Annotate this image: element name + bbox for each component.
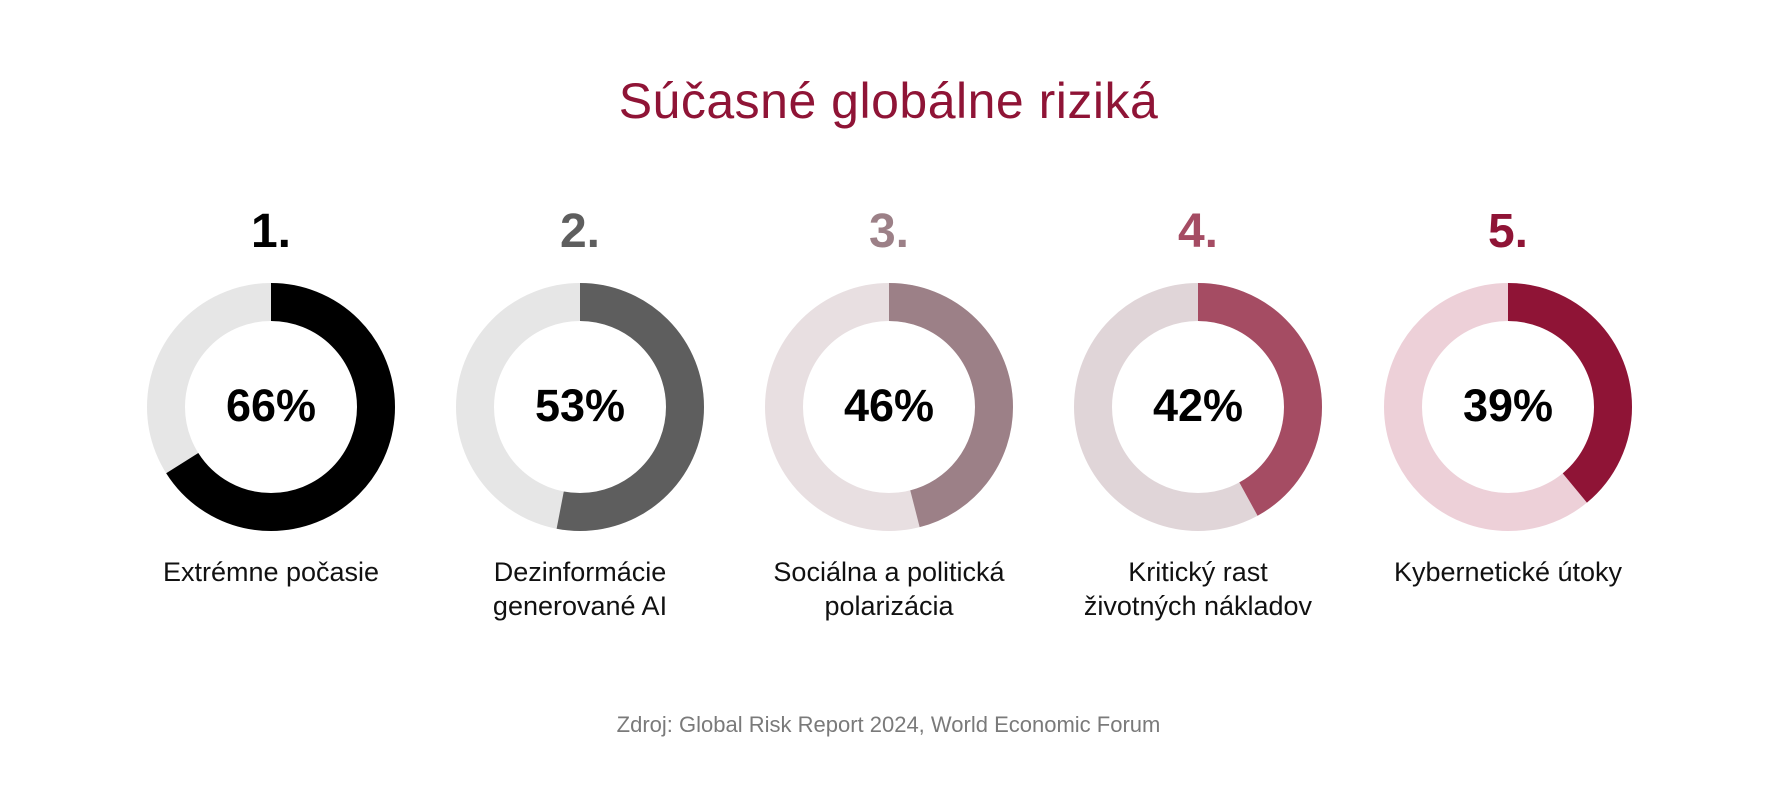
category-label-line: Kybernetické útoky xyxy=(1393,557,1623,587)
donut-value-arc xyxy=(765,283,1013,531)
rank-number: 2. xyxy=(559,205,601,258)
value-label: 39% xyxy=(1462,380,1554,431)
value-label: 46% xyxy=(843,380,935,431)
category-label-line: Dezinformácie xyxy=(493,557,667,587)
category-label: Sociálna a politická polarizácia xyxy=(734,555,1044,623)
value-label: 42% xyxy=(1152,380,1244,431)
donut-chart xyxy=(147,283,395,531)
donut-chart xyxy=(456,283,704,531)
category-label-line: Kritický rast xyxy=(1128,557,1268,587)
rank-number: 4. xyxy=(1177,205,1219,258)
rank-number: 1. xyxy=(250,205,292,258)
donut-chart xyxy=(1074,283,1322,531)
donut-chart xyxy=(765,283,1013,531)
donut-value-arc xyxy=(147,283,395,531)
donut-chart xyxy=(1384,283,1632,531)
category-label-line: Extrémne počasie xyxy=(162,557,380,587)
donut-value-arc xyxy=(456,283,704,531)
category-label-line: životných nákladov xyxy=(1083,591,1313,621)
category-label: Extrémne počasie xyxy=(116,555,426,589)
source-note: Zdroj: Global Risk Report 2024, World Ec… xyxy=(616,712,1161,737)
donut-value-arc xyxy=(1384,283,1632,531)
donut-value-arc xyxy=(1074,283,1322,531)
category-label: Kybernetické útoky xyxy=(1353,555,1663,589)
value-label: 53% xyxy=(534,380,626,431)
value-label: 66% xyxy=(225,380,317,431)
rank-number: 5. xyxy=(1487,205,1529,258)
rank-number: 3. xyxy=(868,205,910,258)
category-label: Kritický rast životných nákladov xyxy=(1043,555,1353,623)
category-label-line: polarizácia xyxy=(824,591,954,621)
category-label: Dezinformácie generované AI xyxy=(425,555,735,623)
category-label-line: Sociálna a politická xyxy=(773,557,1005,587)
chart-title: Súčasné globálne riziká xyxy=(618,73,1159,129)
category-label-line: generované AI xyxy=(492,591,668,621)
